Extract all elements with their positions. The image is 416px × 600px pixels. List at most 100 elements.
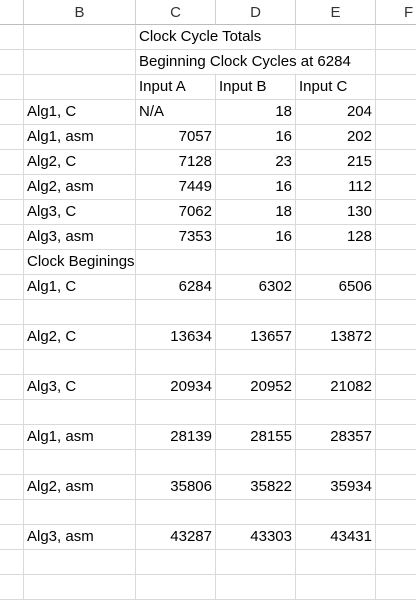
cell-f[interactable] [376, 425, 416, 450]
cell-f[interactable] [376, 300, 416, 325]
cell-d[interactable] [216, 575, 296, 600]
cell-e[interactable] [296, 500, 376, 525]
cell-d[interactable]: 18 [216, 100, 296, 125]
cell-d[interactable]: 20952 [216, 375, 296, 400]
cell-c[interactable]: 20934 [136, 375, 216, 400]
cell-c[interactable] [136, 550, 216, 575]
cell-f[interactable] [376, 400, 416, 425]
cell-b[interactable]: Alg3, asm [24, 525, 136, 550]
cell-a[interactable] [0, 300, 24, 325]
cell-c[interactable] [136, 250, 216, 275]
cell-c[interactable] [136, 575, 216, 600]
cell-d[interactable]: 23 [216, 150, 296, 175]
cell-d[interactable]: 35822 [216, 475, 296, 500]
cell-d[interactable] [216, 25, 296, 50]
cell-a[interactable] [0, 475, 24, 500]
cell-d[interactable]: 13657 [216, 325, 296, 350]
cell-c[interactable]: 6284 [136, 275, 216, 300]
cell-a[interactable] [0, 425, 24, 450]
cell-f[interactable] [376, 475, 416, 500]
cell-d[interactable]: Input B [216, 75, 296, 100]
cell-d[interactable]: 28155 [216, 425, 296, 450]
cell-e[interactable]: 13872 [296, 325, 376, 350]
cell-f[interactable] [376, 50, 416, 75]
cell-c[interactable] [136, 450, 216, 475]
column-header-a[interactable] [0, 0, 24, 25]
cell-f[interactable] [376, 550, 416, 575]
cell-b[interactable] [24, 75, 136, 100]
cell-b[interactable]: Alg2, asm [24, 175, 136, 200]
cell-c[interactable] [136, 350, 216, 375]
cell-b[interactable]: Alg1, asm [24, 125, 136, 150]
cell-b[interactable] [24, 300, 136, 325]
cell-b[interactable] [24, 25, 136, 50]
cell-c[interactable] [136, 300, 216, 325]
cell-f[interactable] [376, 150, 416, 175]
cell-a[interactable] [0, 375, 24, 400]
cell-b[interactable]: Alg3, C [24, 200, 136, 225]
cell-b[interactable] [24, 400, 136, 425]
column-header-e[interactable]: E [296, 0, 376, 25]
cell-e[interactable] [296, 550, 376, 575]
cell-d[interactable]: 43303 [216, 525, 296, 550]
cell-d[interactable]: 16 [216, 175, 296, 200]
cell-d[interactable] [216, 400, 296, 425]
cell-f[interactable] [376, 100, 416, 125]
cell-e[interactable] [296, 400, 376, 425]
cell-f[interactable] [376, 250, 416, 275]
cell-a[interactable] [0, 75, 24, 100]
cell-c[interactable]: 7128 [136, 150, 216, 175]
cell-e[interactable] [296, 300, 376, 325]
cell-a[interactable] [0, 575, 24, 600]
cell-f[interactable] [376, 325, 416, 350]
cell-b[interactable] [24, 350, 136, 375]
cell-c[interactable] [136, 500, 216, 525]
cell-a[interactable] [0, 275, 24, 300]
cell-a[interactable] [0, 200, 24, 225]
cell-e[interactable]: 21082 [296, 375, 376, 400]
cell-a[interactable] [0, 150, 24, 175]
cell-d[interactable] [216, 500, 296, 525]
cell-e[interactable]: 130 [296, 200, 376, 225]
cell-e[interactable]: 28357 [296, 425, 376, 450]
cell-a[interactable] [0, 450, 24, 475]
cell-f[interactable] [376, 200, 416, 225]
cell-a[interactable] [0, 25, 24, 50]
cell-b[interactable] [24, 50, 136, 75]
cell-f[interactable] [376, 75, 416, 100]
cell-c[interactable]: 7353 [136, 225, 216, 250]
cell-b[interactable]: Alg1, C [24, 275, 136, 300]
cell-f[interactable] [376, 125, 416, 150]
cell-a[interactable] [0, 325, 24, 350]
cell-c[interactable]: Input A [136, 75, 216, 100]
cell-a[interactable] [0, 500, 24, 525]
cell-c[interactable]: 43287 [136, 525, 216, 550]
cell-b[interactable]: Alg2, C [24, 150, 136, 175]
cell-c[interactable]: 13634 [136, 325, 216, 350]
cell-e[interactable]: 215 [296, 150, 376, 175]
cell-a[interactable] [0, 125, 24, 150]
cell-a[interactable] [0, 50, 24, 75]
cell-e[interactable]: 204 [296, 100, 376, 125]
cell-e[interactable]: 112 [296, 175, 376, 200]
cell-e[interactable]: 202 [296, 125, 376, 150]
column-header-f[interactable]: F [376, 0, 416, 25]
cell-b[interactable]: Alg3, asm [24, 225, 136, 250]
cell-f[interactable] [376, 275, 416, 300]
cell-b[interactable] [24, 450, 136, 475]
cell-a[interactable] [0, 225, 24, 250]
cell-b[interactable] [24, 500, 136, 525]
cell-b[interactable] [24, 550, 136, 575]
cell-e[interactable] [296, 50, 376, 75]
cell-e[interactable]: 6506 [296, 275, 376, 300]
cell-f[interactable] [376, 375, 416, 400]
cell-f[interactable] [376, 575, 416, 600]
cell-b[interactable]: Alg2, C [24, 325, 136, 350]
cell-d[interactable] [216, 250, 296, 275]
cell-b[interactable]: Alg1, C [24, 100, 136, 125]
cell-e[interactable]: 35934 [296, 475, 376, 500]
cell-d[interactable]: 16 [216, 225, 296, 250]
cell-c[interactable]: 28139 [136, 425, 216, 450]
cell-e[interactable] [296, 250, 376, 275]
cell-e[interactable]: 128 [296, 225, 376, 250]
